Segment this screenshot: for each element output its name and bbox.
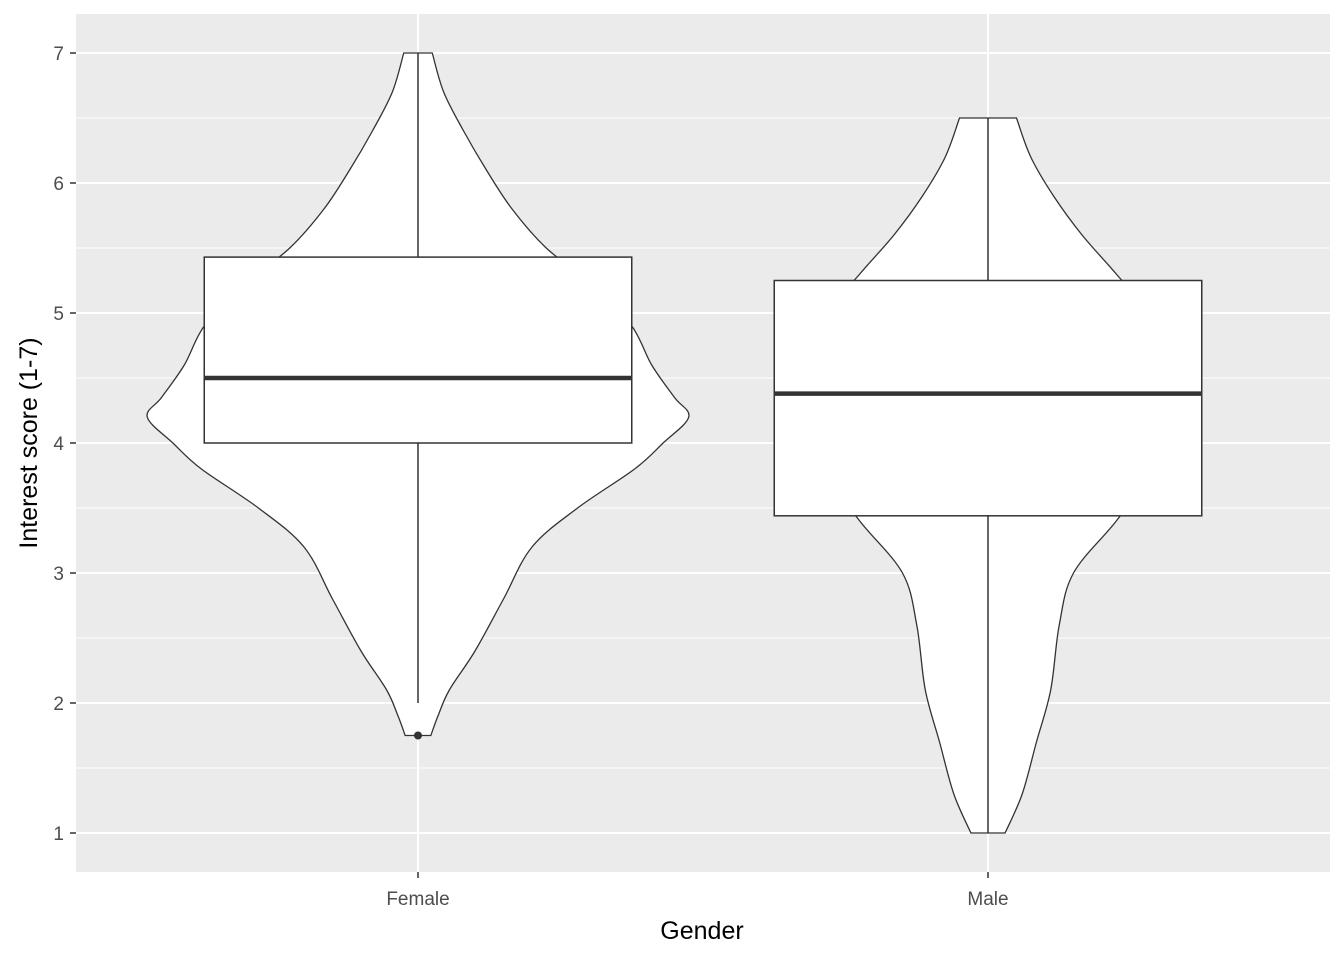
y-axis: 1 2 3 4 5 6 7 (53, 44, 76, 845)
y-axis-title: Interest score (1-7) (15, 337, 43, 548)
y-tick-label: 3 (53, 564, 64, 585)
y-tick-label: 6 (53, 174, 64, 195)
boxplots (203, 53, 1203, 833)
x-tick-label: Female (386, 889, 449, 910)
x-tick-label: Male (967, 889, 1008, 910)
y-tick-label: 7 (53, 44, 64, 65)
x-axis: Female Male (386, 872, 1009, 910)
y-tick-label: 2 (53, 694, 64, 715)
outlier-point (414, 731, 422, 740)
box-female (203, 256, 633, 444)
x-axis-title: Gender (660, 917, 743, 945)
y-tick-label: 5 (53, 304, 64, 325)
y-tick-label: 1 (53, 824, 64, 845)
box-male (773, 279, 1203, 517)
y-tick-label: 4 (53, 434, 64, 455)
